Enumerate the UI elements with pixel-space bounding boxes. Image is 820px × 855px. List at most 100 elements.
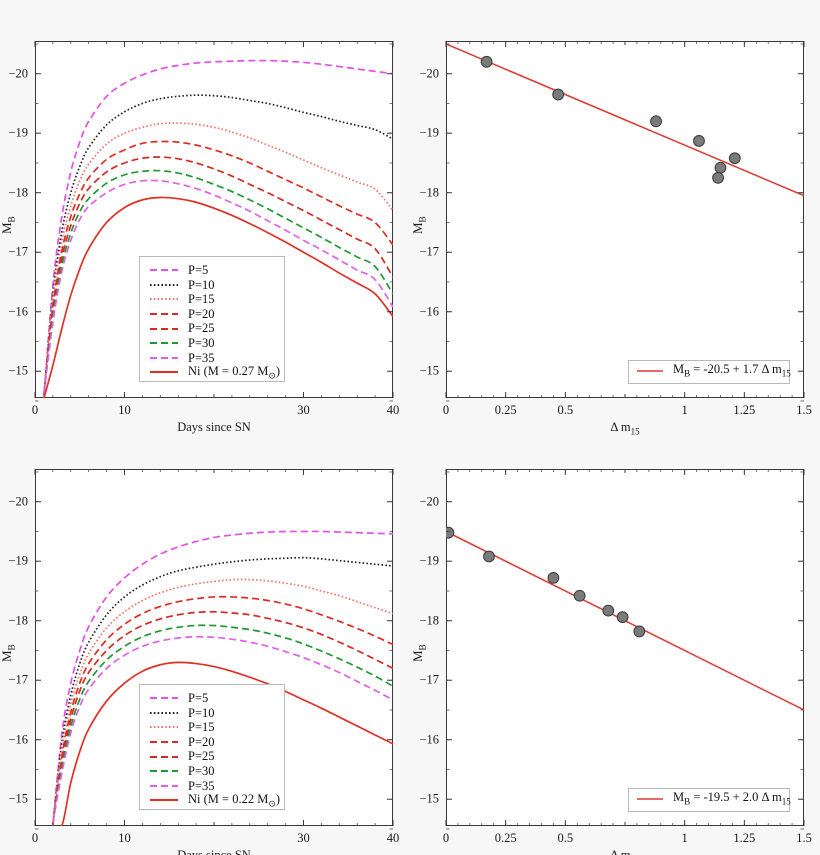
legend-row[interactable]: MB = -20.5 + 1.7 Δ m15: [629, 361, 791, 381]
ytick-label: −16: [419, 304, 439, 319]
x-axis-label-bottom-right: Δ m15: [610, 848, 639, 855]
legend-label: Ni (M = 0.27 M⊙): [188, 363, 280, 381]
data-point: [480, 55, 493, 68]
legend-row[interactable]: Ni (M = 0.27 M⊙): [140, 363, 284, 381]
ytick-label: −16: [8, 304, 28, 319]
xtick-label: 10: [118, 403, 131, 417]
xtick-label: 40: [386, 403, 400, 417]
ytick-label: −17: [8, 244, 28, 259]
ytick-label: −19: [419, 125, 439, 140]
legend-row[interactable]: P=5: [140, 691, 284, 706]
fit-label-subscript-b: B: [684, 796, 691, 807]
legend-row[interactable]: P=5: [140, 263, 284, 278]
y-axis-label-text: M: [0, 221, 14, 234]
fit-label-m: M: [673, 362, 685, 377]
xtick-label: 10: [118, 831, 131, 845]
y-axis-label-subscript: B: [418, 643, 429, 650]
xtick-label: 0: [31, 831, 39, 845]
legend-fit-top-right: MB = -20.5 + 1.7 Δ m15: [628, 360, 791, 384]
axis-ticks-top-right: [445, 41, 805, 402]
fit-label-subscript-15: 15: [781, 368, 791, 379]
ytick-label: −16: [8, 732, 28, 747]
xtick-label: 30: [297, 403, 310, 417]
legend-row[interactable]: P=25: [140, 321, 284, 336]
legend-row[interactable]: P=10: [140, 278, 284, 293]
fit-label-subscript-15: 15: [781, 796, 791, 807]
xtick-label: 1: [681, 403, 688, 417]
ytick-label: −17: [419, 244, 439, 259]
axis-ticks-bottom-right: [445, 469, 805, 830]
xtick-label: 0: [442, 403, 450, 417]
ytick-label: −19: [8, 553, 28, 568]
data-point: [728, 152, 741, 165]
data-point: [602, 604, 615, 617]
ytick-label: −20: [8, 66, 28, 81]
legend-row[interactable]: P=10: [140, 706, 284, 721]
legend-label: P=30: [188, 336, 215, 351]
legend-label-ni-close: ): [275, 791, 281, 806]
legend-label: P=30: [188, 764, 215, 779]
legend-key-p-35: [150, 784, 178, 787]
xtick-label: 0.25: [494, 403, 517, 417]
ytick-label: −18: [419, 613, 439, 628]
legend-label-ni: Ni (M = 0.27 M: [188, 363, 269, 378]
ytick-label: −18: [8, 613, 28, 628]
legend-row[interactable]: P=30: [140, 764, 284, 779]
legend-row[interactable]: MB = -19.5 + 2.0 Δ m15: [629, 789, 791, 809]
legend-key-fit-line: [637, 370, 663, 372]
ytick-label: −17: [419, 672, 439, 687]
legend-key-p-35: [150, 356, 178, 359]
legend-row[interactable]: P=35: [140, 779, 284, 794]
legend-label: P=20: [188, 306, 215, 321]
xtick-label: 1.5: [796, 831, 812, 845]
legend-label: P=15: [188, 720, 215, 735]
xtick-label: 30: [297, 831, 310, 845]
legend-row[interactable]: Ni (M = 0.22 M⊙): [140, 791, 284, 808]
fit-label-m: M: [673, 790, 685, 805]
legend-label: P=35: [188, 350, 215, 365]
ytick-label: −19: [8, 125, 28, 140]
data-point: [714, 161, 727, 174]
legend-label: P=10: [188, 277, 215, 292]
data-point: [547, 571, 560, 584]
legend-label: P=20: [188, 734, 215, 749]
legend-row[interactable]: P=15: [140, 292, 284, 307]
fit-line: [446, 530, 804, 711]
x-axis-label-top-right: Δ m15: [610, 420, 639, 437]
y-axis-label-subscript: B: [418, 215, 429, 222]
y-axis-label-text: M: [410, 221, 425, 234]
y-axis-label-top-right: MB: [410, 216, 429, 234]
y-axis-label-text: M: [410, 649, 425, 662]
xtick-label: 0: [442, 831, 450, 845]
legend-key-p-10: [150, 283, 178, 286]
data-point: [446, 526, 455, 539]
legend-label-fit: MB = -19.5 + 2.0 Δ m15: [673, 791, 791, 807]
data-point: [693, 135, 705, 147]
legend-row[interactable]: P=30: [140, 336, 284, 351]
data-point: [712, 171, 724, 184]
legend-row[interactable]: P=20: [140, 307, 284, 322]
x-axis-label-bottom-left: Days since SN: [177, 848, 251, 855]
legend-row[interactable]: P=15: [140, 720, 284, 735]
legend-row[interactable]: P=25: [140, 749, 284, 764]
legend-row[interactable]: P=35: [140, 351, 284, 366]
xtick-label: 0.5: [557, 403, 574, 417]
ytick-label: −20: [419, 494, 439, 509]
ytick-label: −15: [8, 363, 28, 378]
legend-row[interactable]: P=20: [140, 735, 284, 750]
legend-key-p-5: [150, 697, 178, 700]
legend-key-p-30: [150, 342, 178, 345]
ytick-label: −19: [419, 553, 439, 568]
ytick-label: −15: [419, 363, 439, 378]
y-axis-label-subscript: B: [7, 643, 18, 650]
legend-key-ni-m-0-27-m-: [150, 371, 178, 374]
ytick-label: −17: [8, 672, 28, 687]
legend-key-fit-line: [637, 798, 663, 800]
ytick-label: −20: [419, 66, 439, 81]
